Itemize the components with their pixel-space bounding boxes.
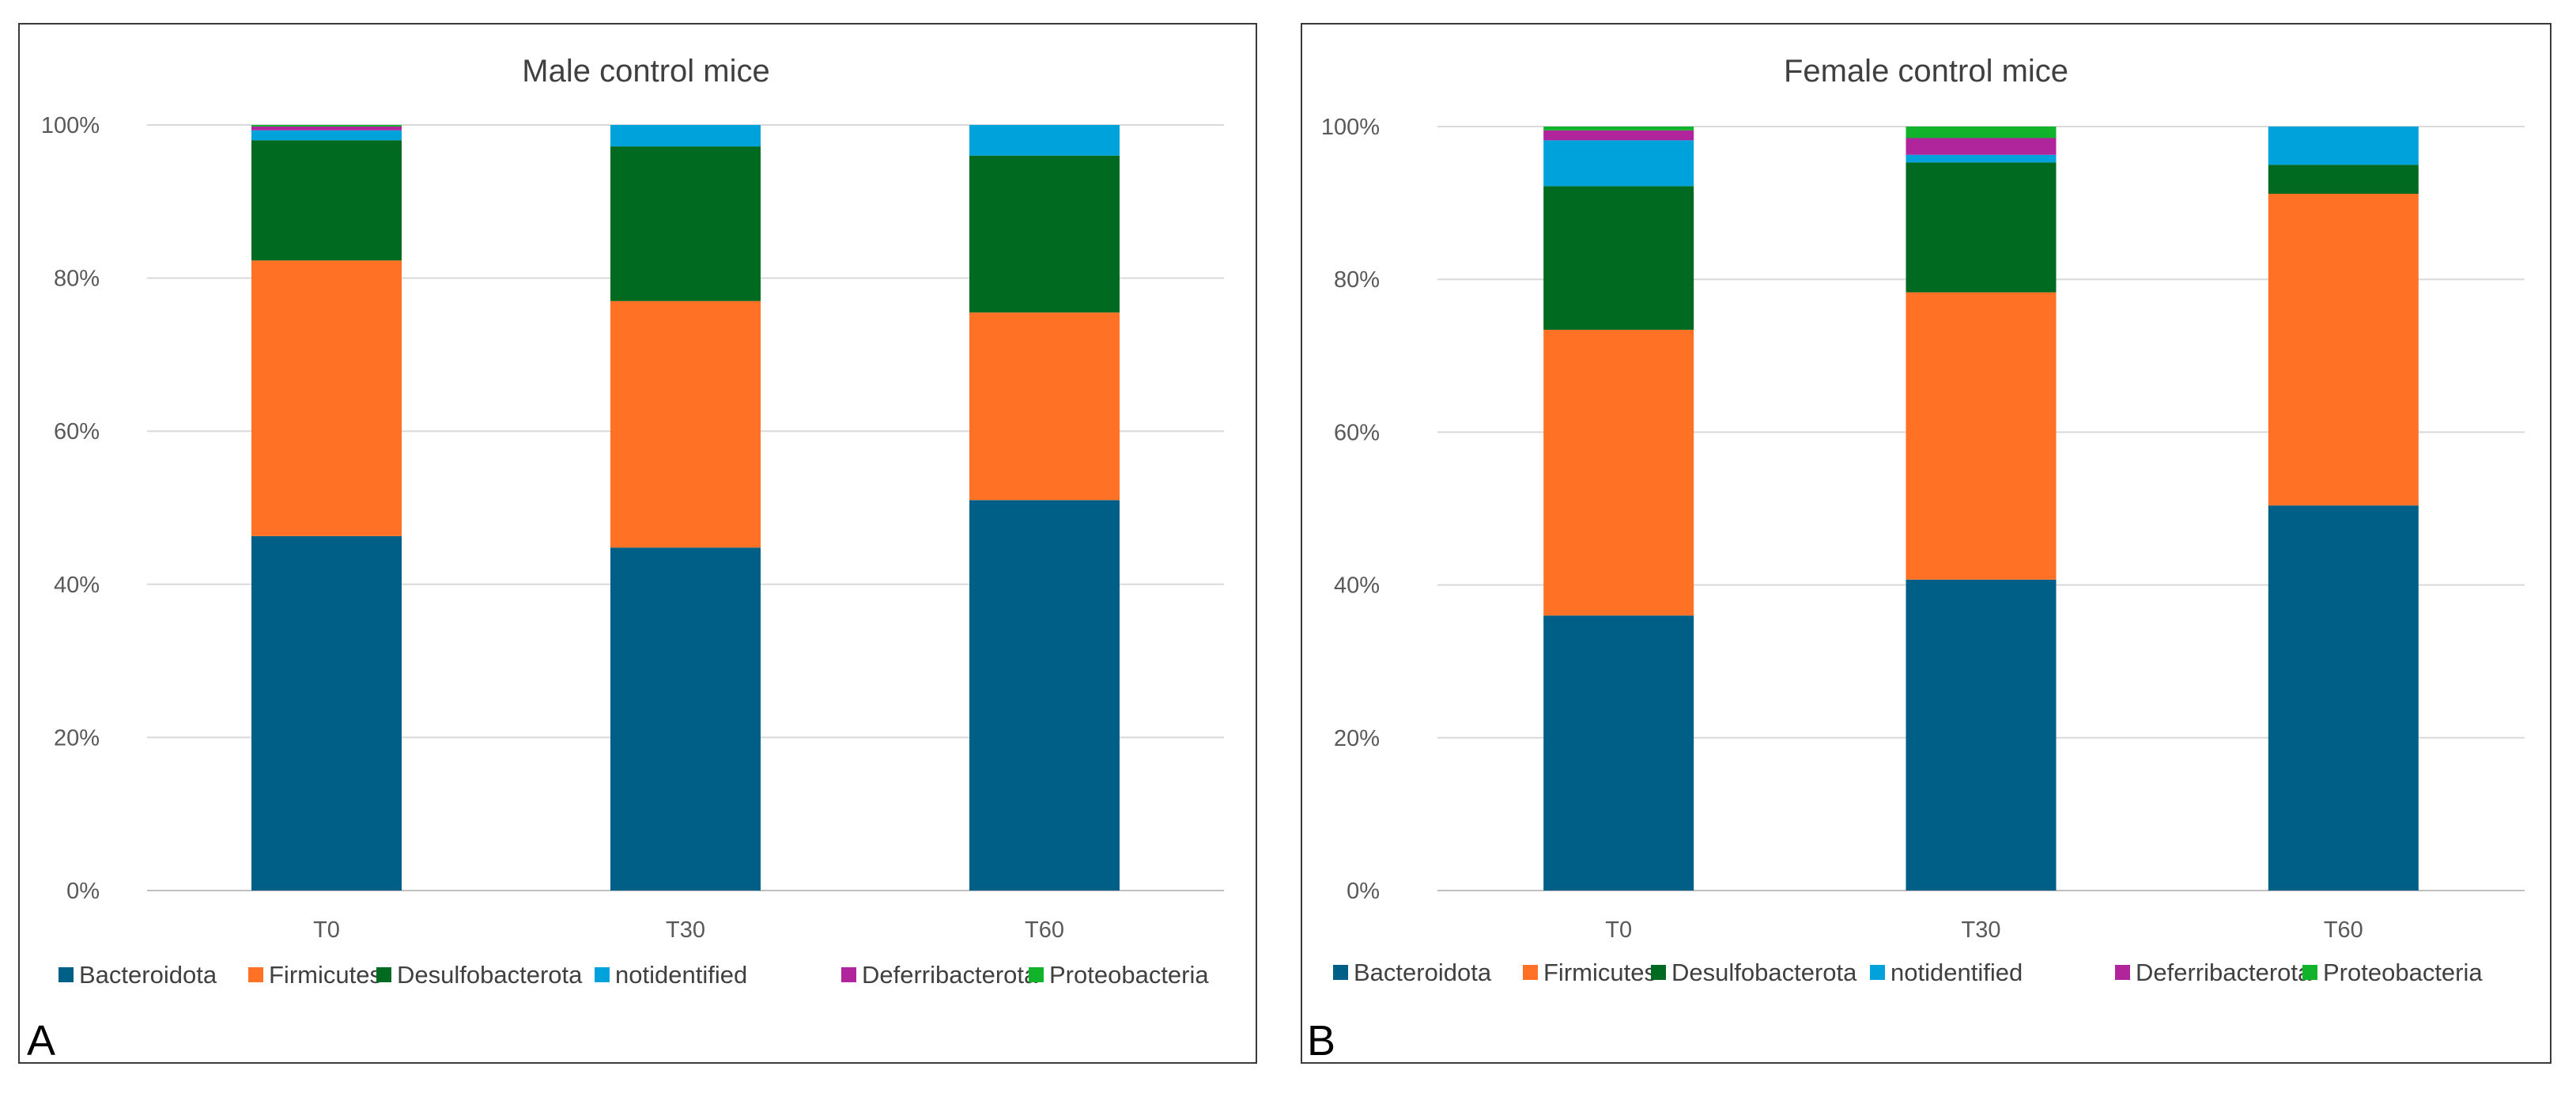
bar-desulfobacterota-t0 <box>251 140 402 261</box>
x-tick-label: T60 <box>1025 917 1064 943</box>
bar-notidentified-t0 <box>1543 140 1694 187</box>
legend-swatch-notidentified <box>1870 965 1885 980</box>
panel-a-chart: Male control mice 0% 20% 40% 60% 80% 100% T0 T30… <box>18 23 1257 1065</box>
legend-swatch-proteobacteria <box>1029 967 1044 982</box>
x-tick-label: T60 <box>2324 917 2363 943</box>
legend-label-bacteroidota: Bacteroidota <box>1354 959 1492 986</box>
legend-swatch-desulfobacterota <box>1651 965 1666 980</box>
bar-desulfobacterota-t30 <box>610 146 761 301</box>
bar-desulfobacterota-t60 <box>2268 165 2419 195</box>
bar-firmicutes-t60 <box>969 312 1120 501</box>
bar-notidentified-t0 <box>251 130 402 141</box>
legend-swatch-deferribacterota <box>841 967 856 982</box>
y-tick-label: 100% <box>41 113 100 138</box>
x-tick-label: T0 <box>1605 917 1632 943</box>
bar-desulfobacterota-t0 <box>1543 186 1694 330</box>
bar-deferribacterota-t0 <box>1543 130 1694 141</box>
bar-firmicutes-t0 <box>251 260 402 536</box>
legend-swatch-firmicutes <box>1523 965 1538 980</box>
y-tick-label: 60% <box>1334 420 1380 445</box>
legend-swatch-deferribacterota <box>2115 965 2130 980</box>
bar-notidentified-t60 <box>969 125 1120 156</box>
legend-label-desulfobacterota: Desulfobacterota <box>397 961 583 989</box>
bar-firmicutes-t0 <box>1543 329 1694 616</box>
bar-firmicutes-t30 <box>610 301 761 548</box>
panel-b-chart: Female control mice 0% 20% 40% 60% 80% 100% T0 T… <box>1301 23 2551 1065</box>
panel-letter: A <box>27 1017 55 1065</box>
legend-swatch-proteobacteria <box>2302 965 2317 980</box>
y-tick-label: 20% <box>1334 726 1380 751</box>
bar-proteobacteria-t30 <box>1906 127 2057 138</box>
bar-bacteroidota-t60 <box>2268 505 2419 891</box>
y-tick-label: 80% <box>54 267 100 292</box>
bar-notidentified-t30 <box>1906 154 2057 163</box>
y-tick-label: 0% <box>66 879 100 904</box>
bar-deferribacterota-t30 <box>1906 138 2057 155</box>
legend-label-proteobacteria: Proteobacteria <box>2323 959 2483 986</box>
y-tick-label: 40% <box>54 573 100 598</box>
legend-swatch-desulfobacterota <box>376 967 391 982</box>
bar-bacteroidota-t30 <box>1906 579 2057 891</box>
bar-proteobacteria-t0 <box>1543 127 1694 130</box>
y-tick-label: 40% <box>1334 573 1380 599</box>
bar-bacteroidota-t60 <box>969 500 1120 891</box>
legend-label-desulfobacterota: Desulfobacterota <box>1671 959 1857 986</box>
bar-desulfobacterota-t60 <box>969 155 1120 313</box>
legend-label-deferribacterota: Deferribacterota <box>2136 959 2312 986</box>
x-tick-label: T30 <box>1962 917 2001 943</box>
legend-label-notidentified: notidentified <box>615 961 747 989</box>
legend-swatch-firmicutes <box>248 967 263 982</box>
x-tick-label: T30 <box>666 917 705 943</box>
legend-label-firmicutes: Firmicutes <box>269 961 382 989</box>
legend-swatch-notidentified <box>595 967 610 982</box>
bar-bacteroidota-t30 <box>610 547 761 891</box>
y-tick-label: 60% <box>54 419 100 444</box>
x-tick-label: T0 <box>313 917 340 943</box>
y-tick-label: 80% <box>1334 267 1380 293</box>
bar-firmicutes-t60 <box>2268 194 2419 506</box>
legend-label-bacteroidota: Bacteroidota <box>79 961 217 989</box>
chart-title: Male control mice <box>522 54 769 89</box>
y-tick-label: 100% <box>1321 115 1380 140</box>
bar-bacteroidota-t0 <box>1543 615 1694 891</box>
panel-letter: B <box>1307 1017 1335 1065</box>
legend-label-proteobacteria: Proteobacteria <box>1049 961 1209 989</box>
bar-proteobacteria-t0 <box>251 125 402 127</box>
legend-label-deferribacterota: Deferribacterota <box>862 961 1038 989</box>
legend-swatch-bacteroidota <box>59 967 74 982</box>
chart-title: Female control mice <box>1784 54 2068 89</box>
bar-notidentified-t30 <box>610 125 761 147</box>
bar-deferribacterota-t0 <box>251 126 402 130</box>
legend-swatch-bacteroidota <box>1333 965 1348 980</box>
bar-firmicutes-t30 <box>1906 292 2057 580</box>
bar-desulfobacterota-t30 <box>1906 162 2057 293</box>
bar-notidentified-t60 <box>2268 127 2419 165</box>
panel-frame <box>18 23 1257 1064</box>
legend-label-notidentified: notidentified <box>1890 959 2023 986</box>
y-tick-label: 20% <box>54 725 100 751</box>
panel-frame <box>1301 23 2551 1064</box>
y-tick-label: 0% <box>1347 879 1380 904</box>
legend-label-firmicutes: Firmicutes <box>1543 959 1656 986</box>
bar-bacteroidota-t0 <box>251 535 402 891</box>
